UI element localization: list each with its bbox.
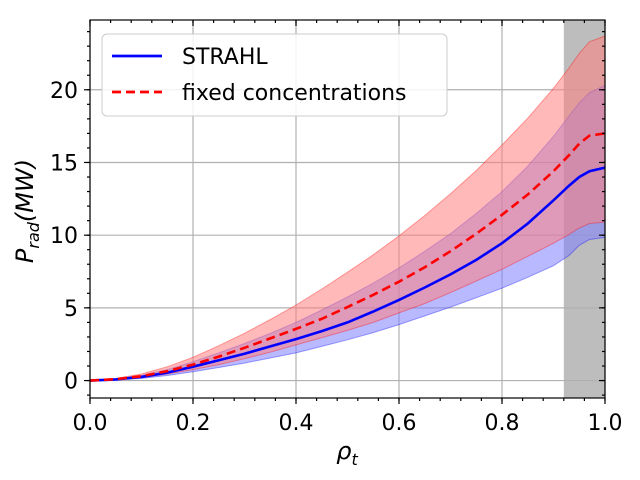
x-tick-label-2: 0.4 bbox=[279, 411, 314, 436]
svg-text:Prad(MW): Prad(MW) bbox=[11, 159, 43, 263]
x-tick-label-3: 0.6 bbox=[382, 411, 417, 436]
x-axis-label-sub: t bbox=[351, 450, 358, 469]
x-axis-label-main: ρ bbox=[336, 437, 351, 465]
axis-layer: 0.0 0.2 0.4 0.6 0.8 1.0 0 5 10 15 20 bbox=[50, 19, 623, 436]
x-tick-label-0: 0.0 bbox=[73, 411, 108, 436]
legend-box bbox=[101, 33, 448, 117]
y-tick-label-3: 15 bbox=[50, 151, 78, 176]
line-layer bbox=[89, 132, 606, 382]
y-tick-label-4: 20 bbox=[50, 79, 78, 104]
x-tick-label-4: 0.8 bbox=[485, 411, 520, 436]
y-tick-label-0: 0 bbox=[64, 370, 78, 395]
x-tick-label-5: 1.0 bbox=[588, 411, 623, 436]
legend-label-fixed-concentrations: fixed concentrations bbox=[182, 81, 407, 106]
y-tick-label-2: 10 bbox=[50, 224, 78, 249]
svg-text:ρt: ρt bbox=[336, 437, 358, 469]
x-tick-label-1: 0.2 bbox=[176, 411, 211, 436]
x-axis-label: ρt bbox=[336, 437, 358, 469]
y-axis-label: Prad(MW) bbox=[11, 159, 43, 263]
plot-frame bbox=[89, 19, 606, 399]
y-axis-label-units: (MW) bbox=[11, 159, 39, 222]
y-axis-label-sub: rad bbox=[24, 221, 43, 248]
series-line-1 bbox=[89, 132, 606, 382]
series-line-0 bbox=[89, 166, 606, 382]
y-tick-label-1: 5 bbox=[64, 297, 78, 322]
legend-label-strahl: STRAHL bbox=[182, 45, 268, 70]
y-axis-label-main: P bbox=[11, 248, 39, 263]
legend: STRAHL fixed concentrations bbox=[101, 33, 448, 117]
